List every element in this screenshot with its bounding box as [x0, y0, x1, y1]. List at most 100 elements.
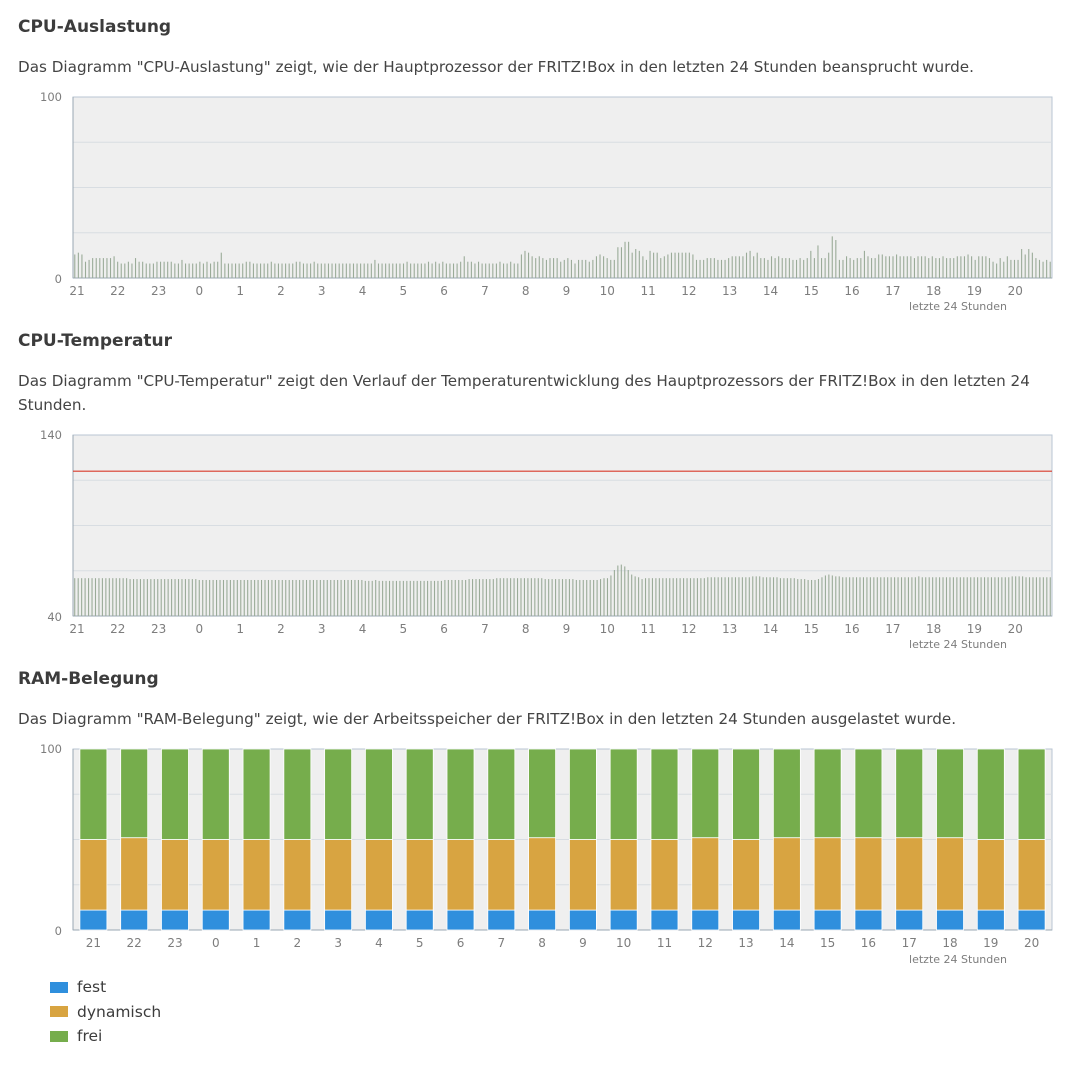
- cpu-temp-title: CPU-Temperatur: [18, 331, 173, 351]
- ram-x-tick-label: 7: [497, 936, 505, 950]
- cpu-temp-description: Das Diagramm "CPU-Temperatur" zeigt den …: [18, 372, 1030, 414]
- ram-x-tick-label: 11: [657, 936, 672, 950]
- ram-x-tick-label: 15: [820, 936, 835, 950]
- cpu-load-x-tick-label: 14: [763, 284, 778, 298]
- ram-bar-dynamisch: [528, 837, 557, 911]
- ram-x-tick-label: 12: [698, 936, 713, 950]
- cpu-load-x-tick-label: 5: [400, 284, 408, 298]
- cpu-temp-x-tick-label: 19: [967, 622, 982, 636]
- ram-bar-fest: [201, 909, 230, 931]
- ram-bar-fest: [772, 909, 801, 931]
- ram-x-tick-label: 1: [253, 936, 261, 950]
- ram-bar-dynamisch: [650, 839, 679, 911]
- ram-bar-frei: [405, 748, 434, 840]
- cpu-load-x-tick-label: 18: [926, 284, 941, 298]
- ram-legend: fest dynamisch frei: [50, 975, 161, 1049]
- cpu-load-x-tick-label: 6: [440, 284, 448, 298]
- ram-bar-fest: [283, 909, 312, 931]
- ram-bar-frei: [609, 748, 638, 840]
- ram-x-axis-title: letzte 24 Stunden: [909, 953, 1007, 966]
- cpu-temp-x-tick-label: 6: [440, 622, 448, 636]
- ram-bar-dynamisch: [772, 837, 801, 911]
- ram-bar-fest: [161, 909, 189, 931]
- cpu-temp-x-tick-label: 1: [236, 622, 244, 636]
- legend-swatch-dynamisch: [50, 1006, 68, 1018]
- cpu-temp-y-tick-label: 40: [47, 610, 62, 624]
- cpu-temp-x-tick-label: 21: [69, 622, 84, 636]
- legend-swatch-fest: [50, 981, 68, 993]
- cpu-temp-x-tick-label: 7: [481, 622, 489, 636]
- legend-swatch-frei: [50, 1030, 68, 1042]
- ram-bar-frei: [446, 748, 475, 840]
- ram-bar-dynamisch: [895, 837, 924, 911]
- ram-bar-dynamisch: [1017, 839, 1046, 911]
- ram-bar-frei: [813, 748, 842, 839]
- ram-bar-dynamisch: [405, 839, 434, 911]
- cpu-temp-x-tick-label: 8: [522, 622, 530, 636]
- ram-x-tick-label: 19: [983, 936, 998, 950]
- cpu-load-y-tick-label: 0: [55, 272, 62, 286]
- ram-bar-fest: [813, 909, 842, 931]
- ram-bar-frei: [732, 748, 760, 840]
- ram-bar-frei: [854, 748, 883, 839]
- cpu-load-x-tick-label: 15: [804, 284, 819, 298]
- cpu-temp-x-tick-label: 16: [844, 622, 859, 636]
- cpu-temp-x-tick-label: 18: [926, 622, 941, 636]
- ram-bar-fest: [528, 909, 557, 931]
- cpu-load-x-tick-label: 11: [640, 284, 655, 298]
- ram-bar-frei: [1017, 748, 1046, 840]
- cpu-temp-x-tick-label: 13: [722, 622, 737, 636]
- ram-bar-frei: [161, 748, 189, 840]
- ram-bar-dynamisch: [242, 839, 271, 911]
- ram-x-tick-label: 16: [861, 936, 876, 950]
- cpu-load-x-tick-label: 10: [600, 284, 615, 298]
- ram-bar-dynamisch: [487, 839, 516, 911]
- ram-bar-dynamisch: [365, 839, 393, 911]
- ram-x-tick-label: 4: [375, 936, 383, 950]
- legend-item-frei: frei: [50, 1024, 161, 1049]
- ram-title: RAM-Belegung: [18, 669, 159, 689]
- cpu-temp-y-tick-label: 140: [40, 428, 62, 442]
- ram-bar-dynamisch: [732, 839, 760, 911]
- ram-x-tick-label: 0: [212, 936, 220, 950]
- ram-bar-dynamisch: [79, 839, 108, 911]
- cpu-temp-x-tick-label: 22: [110, 622, 125, 636]
- cpu-load-x-tick-label: 16: [844, 284, 859, 298]
- cpu-temp-x-tick-label: 15: [804, 622, 819, 636]
- ram-bar-dynamisch: [120, 837, 149, 911]
- ram-x-tick-label: 3: [334, 936, 342, 950]
- cpu-load-x-tick-label: 20: [1008, 284, 1023, 298]
- cpu-load-x-tick-label: 9: [563, 284, 571, 298]
- ram-bar-frei: [691, 748, 720, 839]
- ram-bar-fest: [446, 909, 475, 931]
- ram-bar-fest: [1017, 909, 1046, 931]
- cpu-load-x-tick-label: 23: [151, 284, 166, 298]
- ram-bar-frei: [528, 748, 557, 839]
- ram-bar-frei: [772, 748, 801, 839]
- legend-label-fest: fest: [77, 978, 107, 997]
- cpu-temp-x-tick-label: 2: [277, 622, 285, 636]
- ram-x-tick-label: 18: [942, 936, 957, 950]
- ram-x-tick-label: 13: [738, 936, 753, 950]
- cpu-temp-x-tick-label: 10: [600, 622, 615, 636]
- ram-bar-dynamisch: [568, 839, 597, 911]
- ram-bar-frei: [650, 748, 679, 840]
- cpu-temp-x-axis-title: letzte 24 Stunden: [909, 638, 1007, 651]
- cpu-load-x-tick-label: 4: [359, 284, 367, 298]
- cpu-temp-x-tick-label: 5: [400, 622, 408, 636]
- ram-bar-fest: [242, 909, 271, 931]
- ram-bar-fest: [895, 909, 924, 931]
- ram-bar-dynamisch: [976, 839, 1005, 911]
- ram-bar-fest: [854, 909, 883, 931]
- legend-item-dynamisch: dynamisch: [50, 1000, 161, 1025]
- cpu-temp-x-tick-label: 12: [681, 622, 696, 636]
- ram-x-tick-label: 14: [779, 936, 794, 950]
- cpu-temp-x-tick-label: 4: [359, 622, 367, 636]
- ram-x-tick-label: 20: [1024, 936, 1039, 950]
- ram-x-tick-label: 17: [902, 936, 917, 950]
- ram-x-tick-label: 23: [167, 936, 182, 950]
- cpu-load-x-tick-label: 0: [196, 284, 204, 298]
- ram-bar-dynamisch: [446, 839, 475, 911]
- ram-x-tick-label: 2: [294, 936, 302, 950]
